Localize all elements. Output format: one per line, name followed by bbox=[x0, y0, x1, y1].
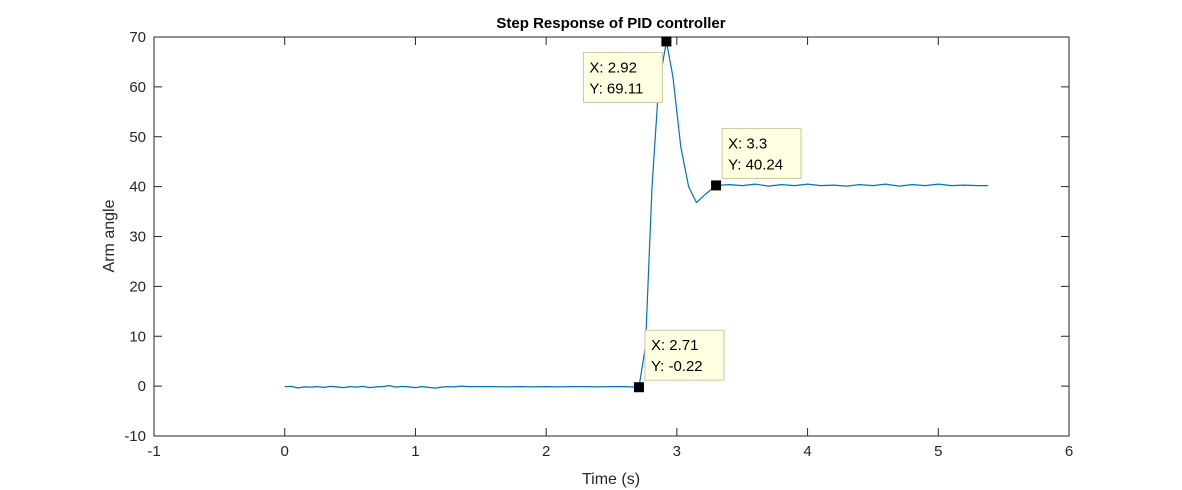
x-tick-label: -1 bbox=[147, 443, 160, 460]
x-tick-label: 5 bbox=[934, 443, 942, 460]
datatip-marker[interactable] bbox=[661, 36, 672, 47]
datatip[interactable]: X: 2.92 Y: 69.11 bbox=[582, 36, 672, 103]
x-tick-label: 3 bbox=[673, 443, 681, 460]
y-tick-label: 70 bbox=[129, 29, 146, 46]
x-tick-label: 0 bbox=[281, 443, 289, 460]
x-tick-label: 2 bbox=[542, 443, 550, 460]
y-axis: -10 0 10 20 30 40 50 60 70 bbox=[124, 29, 1069, 445]
datatip-box bbox=[644, 329, 725, 381]
x-tick-label: 6 bbox=[1065, 443, 1073, 460]
datatip-x-label: X: 2.71 bbox=[651, 337, 699, 354]
datatip[interactable]: X: 2.71 Y: -0.22 bbox=[633, 329, 725, 393]
x-axis-label: Time (s) bbox=[582, 471, 640, 488]
y-tick-label: 40 bbox=[129, 179, 146, 196]
x-tick-label: 4 bbox=[803, 443, 811, 460]
y-tick-label: 30 bbox=[129, 229, 146, 246]
x-axis: -1 0 1 2 3 4 5 6 bbox=[147, 37, 1073, 460]
y-tick-label: 10 bbox=[129, 328, 146, 345]
datatip[interactable]: X: 3.3 Y: 40.24 bbox=[711, 127, 802, 191]
datatip-y-label: Y: -0.22 bbox=[651, 358, 703, 375]
datatip-x-label: X: 2.92 bbox=[589, 59, 637, 76]
y-tick-label: 50 bbox=[129, 129, 146, 146]
y-tick-label: 20 bbox=[129, 278, 146, 295]
series-layer bbox=[284, 40, 988, 389]
datatip-y-label: Y: 40.24 bbox=[728, 156, 783, 173]
x-tick-label: 1 bbox=[411, 443, 419, 460]
datatip-marker[interactable] bbox=[711, 180, 722, 191]
datatip-box bbox=[582, 51, 663, 103]
y-axis-label: Arm angle bbox=[101, 199, 118, 272]
y-tick-label: -10 bbox=[124, 428, 146, 445]
y-tick-label: 0 bbox=[138, 378, 146, 395]
chart-title: Step Response of PID controller bbox=[496, 15, 725, 32]
datatip-marker[interactable] bbox=[633, 382, 644, 393]
datatip-box bbox=[721, 127, 802, 179]
datatip-layer: X: 2.92 Y: 69.11 X: 3.3 Y: 40.24 X: 2.71 Y: -… bbox=[582, 36, 802, 393]
datatip-x-label: X: 3.3 bbox=[728, 135, 767, 152]
y-tick-label: 60 bbox=[129, 79, 146, 96]
series-line bbox=[284, 40, 988, 389]
axes-box bbox=[153, 36, 1070, 437]
datatip-y-label: Y: 69.11 bbox=[589, 80, 643, 97]
